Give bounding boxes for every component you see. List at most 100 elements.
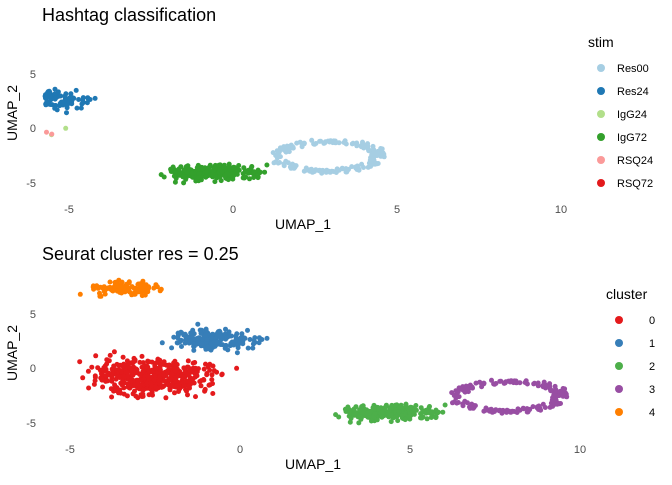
scatter-point bbox=[188, 330, 194, 336]
scatter-point bbox=[121, 380, 126, 386]
scatter-point bbox=[79, 101, 85, 107]
scatter-point bbox=[140, 278, 146, 284]
scatter-point bbox=[139, 364, 145, 370]
scatter-point bbox=[280, 146, 286, 152]
scatter-point bbox=[264, 162, 270, 168]
scatter-point bbox=[333, 140, 339, 146]
scatter-point bbox=[181, 332, 187, 338]
scatter-point bbox=[341, 140, 347, 145]
scatter-point bbox=[530, 404, 536, 410]
scatter-point bbox=[209, 377, 215, 383]
x-tick-label: -5 bbox=[65, 444, 75, 456]
scatter-point bbox=[63, 125, 69, 131]
scatter-point bbox=[123, 362, 129, 368]
scatter-point bbox=[154, 284, 160, 290]
scatter-point bbox=[206, 164, 212, 170]
scatter-point bbox=[162, 378, 168, 384]
legend-swatch bbox=[597, 179, 605, 187]
scatter-point bbox=[108, 372, 114, 378]
scatter-point bbox=[111, 349, 117, 355]
scatter-point bbox=[535, 380, 541, 386]
scatter-point bbox=[399, 413, 405, 419]
scatter-point bbox=[148, 380, 154, 386]
scatter-point bbox=[349, 164, 355, 170]
x-tick-label: 5 bbox=[407, 444, 413, 456]
scatter-point bbox=[219, 169, 225, 175]
scatter-point bbox=[198, 330, 204, 336]
scatter-point bbox=[427, 404, 432, 409]
scatter-point bbox=[234, 171, 240, 177]
scatter-point bbox=[388, 405, 394, 411]
scatter-point bbox=[85, 368, 91, 374]
scatter-point bbox=[202, 332, 208, 338]
scatter-point bbox=[169, 345, 175, 351]
scatter-point bbox=[336, 140, 342, 146]
scatter-point bbox=[462, 398, 468, 404]
scatter-point bbox=[54, 107, 60, 113]
scatter-point bbox=[562, 386, 568, 392]
scatter-point bbox=[230, 174, 236, 179]
scatter-point bbox=[347, 419, 353, 425]
scatter-point bbox=[217, 334, 223, 339]
legend-label: 4 bbox=[649, 407, 655, 419]
scatter-point bbox=[128, 379, 133, 385]
scatter-point bbox=[288, 165, 294, 171]
scatter-point bbox=[403, 403, 409, 409]
scatter-point bbox=[379, 146, 385, 152]
scatter-point bbox=[71, 95, 77, 101]
scatter-point bbox=[554, 401, 560, 407]
scatter-point bbox=[74, 105, 80, 111]
scatter-point bbox=[349, 141, 355, 147]
y-tick-label: 5 bbox=[30, 309, 36, 321]
scatter-point bbox=[145, 373, 151, 379]
x-axis: -5 0 5 10 UMAP_1 bbox=[64, 204, 567, 232]
scatter-point bbox=[187, 368, 193, 374]
scatter-point bbox=[99, 376, 105, 382]
scatter-point bbox=[522, 380, 528, 385]
scatter-point bbox=[60, 102, 66, 108]
scatter-point bbox=[107, 279, 113, 285]
scatter-point bbox=[146, 284, 152, 290]
scatter-point bbox=[172, 179, 178, 185]
scatter-point bbox=[129, 369, 134, 375]
scatter-point bbox=[44, 99, 50, 105]
scatter-point bbox=[204, 169, 209, 175]
scatter-point bbox=[161, 359, 167, 365]
scatter-point bbox=[318, 138, 324, 144]
scatter-point bbox=[402, 417, 408, 423]
scatter-point bbox=[333, 170, 339, 175]
scatter-point bbox=[175, 335, 181, 341]
scatter-point bbox=[517, 380, 523, 386]
scatter-point bbox=[204, 337, 210, 342]
legend-swatch bbox=[597, 156, 605, 164]
scatter-point bbox=[531, 381, 537, 387]
scatter-point bbox=[442, 402, 448, 408]
scatter-point bbox=[170, 164, 176, 170]
y-tick-label: -5 bbox=[26, 418, 36, 430]
scatter-point bbox=[236, 163, 242, 168]
scatter-point bbox=[127, 383, 133, 389]
scatter-point bbox=[118, 390, 124, 396]
scatter-point bbox=[121, 374, 127, 379]
scatter-point bbox=[498, 378, 504, 384]
scatter-point bbox=[240, 341, 246, 347]
scatter-point bbox=[323, 139, 329, 145]
scatter-point bbox=[92, 374, 98, 380]
y-tick-label: 0 bbox=[30, 123, 36, 135]
scatter-point bbox=[184, 388, 189, 394]
legend-title: stim bbox=[588, 34, 614, 50]
scatter-point bbox=[159, 384, 164, 390]
scatter-point bbox=[157, 367, 163, 373]
scatter-point bbox=[118, 284, 124, 290]
scatter-point bbox=[93, 353, 99, 359]
scatter-point bbox=[139, 353, 145, 359]
scatter-point bbox=[374, 417, 380, 423]
scatter-point bbox=[216, 162, 222, 168]
scatter-point bbox=[47, 89, 53, 95]
scatter-point bbox=[355, 414, 361, 420]
legend-label: RSQ24 bbox=[617, 155, 653, 167]
scatter-point bbox=[122, 284, 128, 290]
scatter-point bbox=[356, 167, 362, 173]
scatter-point bbox=[181, 383, 187, 389]
